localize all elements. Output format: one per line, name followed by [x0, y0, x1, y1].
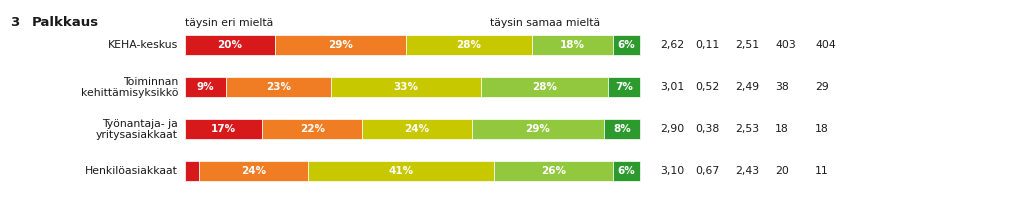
- Text: täysin eri mieltä: täysin eri mieltä: [185, 18, 273, 28]
- Text: 41%: 41%: [388, 166, 414, 176]
- Bar: [185, 77, 226, 97]
- Text: 22%: 22%: [300, 124, 325, 134]
- Text: 18: 18: [815, 124, 828, 134]
- Bar: [495, 161, 612, 181]
- Bar: [185, 119, 262, 139]
- Text: 29: 29: [815, 82, 828, 92]
- Text: 2,49: 2,49: [735, 82, 759, 92]
- Text: 3,01: 3,01: [660, 82, 684, 92]
- Text: 0,38: 0,38: [695, 124, 719, 134]
- Text: 23%: 23%: [266, 82, 291, 92]
- Bar: [531, 35, 613, 55]
- Bar: [262, 119, 362, 139]
- Bar: [613, 35, 640, 55]
- Text: 11: 11: [815, 166, 828, 176]
- Text: 18: 18: [775, 124, 788, 134]
- Text: 403: 403: [775, 40, 796, 50]
- Text: 20%: 20%: [217, 40, 243, 50]
- Text: 18%: 18%: [560, 40, 585, 50]
- Text: 33%: 33%: [393, 82, 418, 92]
- Text: 28%: 28%: [457, 40, 481, 50]
- Text: 7%: 7%: [615, 82, 633, 92]
- Text: 2,43: 2,43: [735, 166, 759, 176]
- Text: 24%: 24%: [241, 166, 266, 176]
- Bar: [480, 77, 608, 97]
- Text: 2,62: 2,62: [660, 40, 684, 50]
- Text: 6%: 6%: [617, 166, 635, 176]
- Text: Työnantaja- ja: Työnantaja- ja: [102, 119, 178, 129]
- Text: 38: 38: [775, 82, 788, 92]
- Text: 3,10: 3,10: [660, 166, 684, 176]
- Text: täysin samaa mieltä: täysin samaa mieltä: [490, 18, 600, 28]
- Text: 2,90: 2,90: [660, 124, 684, 134]
- Text: 24%: 24%: [404, 124, 430, 134]
- Text: 2,51: 2,51: [735, 40, 759, 50]
- Bar: [603, 119, 640, 139]
- Bar: [331, 77, 480, 97]
- Text: Palkkaus: Palkkaus: [32, 16, 99, 29]
- Text: 26%: 26%: [541, 166, 566, 176]
- Text: 0,67: 0,67: [695, 166, 719, 176]
- Text: 17%: 17%: [211, 124, 237, 134]
- Text: 29%: 29%: [328, 40, 353, 50]
- Text: 28%: 28%: [531, 82, 557, 92]
- Text: 404: 404: [815, 40, 836, 50]
- Text: 29%: 29%: [525, 124, 550, 134]
- Bar: [612, 161, 640, 181]
- Text: 2,53: 2,53: [735, 124, 759, 134]
- Text: 9%: 9%: [197, 82, 214, 92]
- Bar: [308, 161, 495, 181]
- Bar: [275, 35, 406, 55]
- Text: 6%: 6%: [617, 40, 635, 50]
- Text: KEHA-keskus: KEHA-keskus: [108, 40, 178, 50]
- Text: Henkilöasiakkaat: Henkilöasiakkaat: [85, 166, 178, 176]
- Bar: [185, 161, 199, 181]
- Bar: [199, 161, 308, 181]
- Bar: [472, 119, 603, 139]
- Text: 0,52: 0,52: [695, 82, 719, 92]
- Bar: [362, 119, 472, 139]
- Text: 20: 20: [775, 166, 788, 176]
- Bar: [608, 77, 640, 97]
- Bar: [185, 35, 275, 55]
- Text: kehittämisyksikkö: kehittämisyksikkö: [81, 88, 178, 98]
- Text: 0,11: 0,11: [695, 40, 719, 50]
- Bar: [406, 35, 531, 55]
- Text: yritysasiakkaat: yritysasiakkaat: [96, 130, 178, 140]
- Bar: [226, 77, 331, 97]
- Text: Toiminnan: Toiminnan: [123, 77, 178, 87]
- Text: 8%: 8%: [613, 124, 631, 134]
- Text: 3: 3: [10, 16, 19, 29]
